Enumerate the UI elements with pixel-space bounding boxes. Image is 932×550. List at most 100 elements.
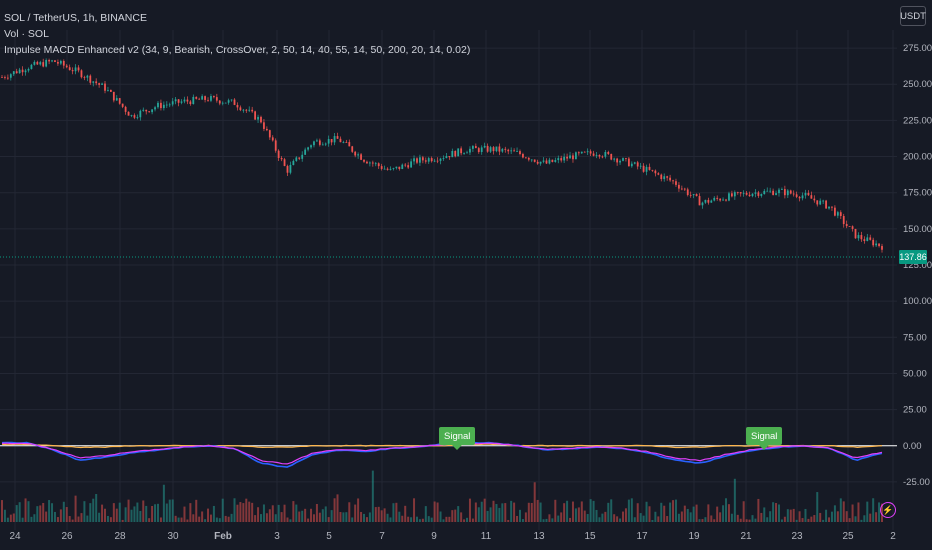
symbol-title: SOL / TetherUS, 1h, BINANCE: [4, 12, 147, 24]
volume-bar: [686, 508, 689, 522]
price-tick-3: 200.00: [903, 152, 932, 163]
candle-body: [357, 154, 360, 156]
candle-body: [866, 237, 869, 242]
volume-bar: [415, 516, 418, 522]
volume-bar: [95, 494, 98, 522]
volume-bar: [74, 495, 77, 522]
lightning-icon[interactable]: ⚡: [880, 502, 896, 518]
volume-bar: [357, 498, 360, 522]
price-tick-0: 275.00: [903, 43, 932, 54]
volume-bar: [739, 518, 742, 522]
candle-body: [18, 69, 21, 74]
candle-body: [854, 228, 857, 239]
volume-bar: [571, 501, 574, 522]
volume-bar: [878, 502, 881, 522]
candle-body: [174, 99, 177, 102]
candle-body: [433, 160, 436, 162]
volume-bar: [395, 502, 398, 522]
candle-body: [863, 239, 866, 242]
volume-bar: [348, 502, 351, 522]
candle-body: [30, 64, 33, 69]
candle-body: [268, 130, 271, 138]
candle-body: [463, 153, 465, 154]
candle-body: [445, 156, 448, 159]
volume-bar: [627, 499, 630, 522]
time-tick-9: 11: [481, 531, 492, 542]
volume-bar: [639, 513, 642, 522]
volume-bar: [513, 502, 516, 522]
volume-bar: [330, 510, 333, 522]
volume-bar: [651, 519, 654, 522]
candle-body: [342, 142, 345, 143]
candle-body: [251, 109, 254, 112]
volume-bar: [289, 519, 292, 522]
volume-bar: [183, 506, 186, 522]
volume-bar: [813, 515, 816, 522]
volume-bar: [257, 507, 260, 522]
candle-body: [424, 160, 427, 162]
candle-body: [392, 168, 395, 169]
volume-bar: [268, 509, 271, 522]
time-tick-5: 3: [274, 531, 280, 542]
volume-bar: [327, 517, 330, 522]
candle-body: [775, 193, 777, 195]
price-tick-10: 25.00: [903, 405, 927, 416]
candle-body: [24, 70, 27, 73]
currency-button[interactable]: USDT: [900, 6, 926, 26]
volume-bar: [772, 502, 775, 522]
candle-body: [651, 169, 654, 171]
volume-bar: [775, 503, 778, 522]
candle-body: [804, 192, 807, 196]
volume-bar: [725, 498, 728, 522]
candle-body: [542, 160, 545, 162]
volume-bar: [872, 498, 875, 522]
volume-bar: [145, 505, 148, 522]
time-tick-7: 7: [379, 531, 385, 542]
candle-body: [107, 89, 109, 91]
volume-bar: [598, 517, 601, 522]
volume-bar: [707, 504, 710, 522]
volume-bar: [324, 506, 327, 522]
volume-bars: [1, 470, 883, 522]
volume-bar: [51, 503, 54, 522]
candle-body: [239, 107, 242, 111]
volume-bar: [227, 516, 230, 522]
candle-body: [368, 162, 371, 164]
volume-bar: [413, 498, 416, 522]
volume-bar: [557, 515, 560, 522]
volume-bar: [777, 504, 780, 522]
candle-body: [480, 147, 483, 152]
candle-body: [783, 189, 786, 196]
volume-bar: [592, 500, 595, 522]
candle-body: [316, 140, 318, 142]
candle-body: [377, 163, 380, 167]
candle-body: [1, 77, 3, 78]
candle-body: [77, 67, 80, 71]
candle-body: [95, 81, 98, 84]
volume-bar: [695, 504, 698, 522]
volume-bar: [53, 511, 56, 522]
volume-bar: [454, 509, 457, 522]
candle-body: [851, 226, 854, 229]
volume-bar: [6, 517, 9, 522]
candle-body: [410, 161, 412, 168]
volume-bar: [204, 519, 207, 522]
candle-body: [630, 163, 633, 167]
candle-body: [413, 158, 415, 162]
volume-bar: [101, 504, 104, 522]
volume-bar: [563, 503, 566, 522]
volume-bar: [212, 505, 215, 522]
volume-bar: [766, 517, 769, 522]
volume-bar: [798, 511, 801, 522]
volume-bar: [498, 507, 501, 522]
volume-bar: [318, 512, 321, 522]
candle-body: [210, 96, 212, 101]
volume-bar: [457, 506, 460, 522]
candle-body: [639, 165, 642, 167]
candle-body: [572, 155, 574, 160]
candle-body: [798, 196, 801, 199]
volume-bar: [9, 514, 12, 522]
candle-body: [575, 152, 577, 160]
volume-bar: [560, 512, 563, 522]
